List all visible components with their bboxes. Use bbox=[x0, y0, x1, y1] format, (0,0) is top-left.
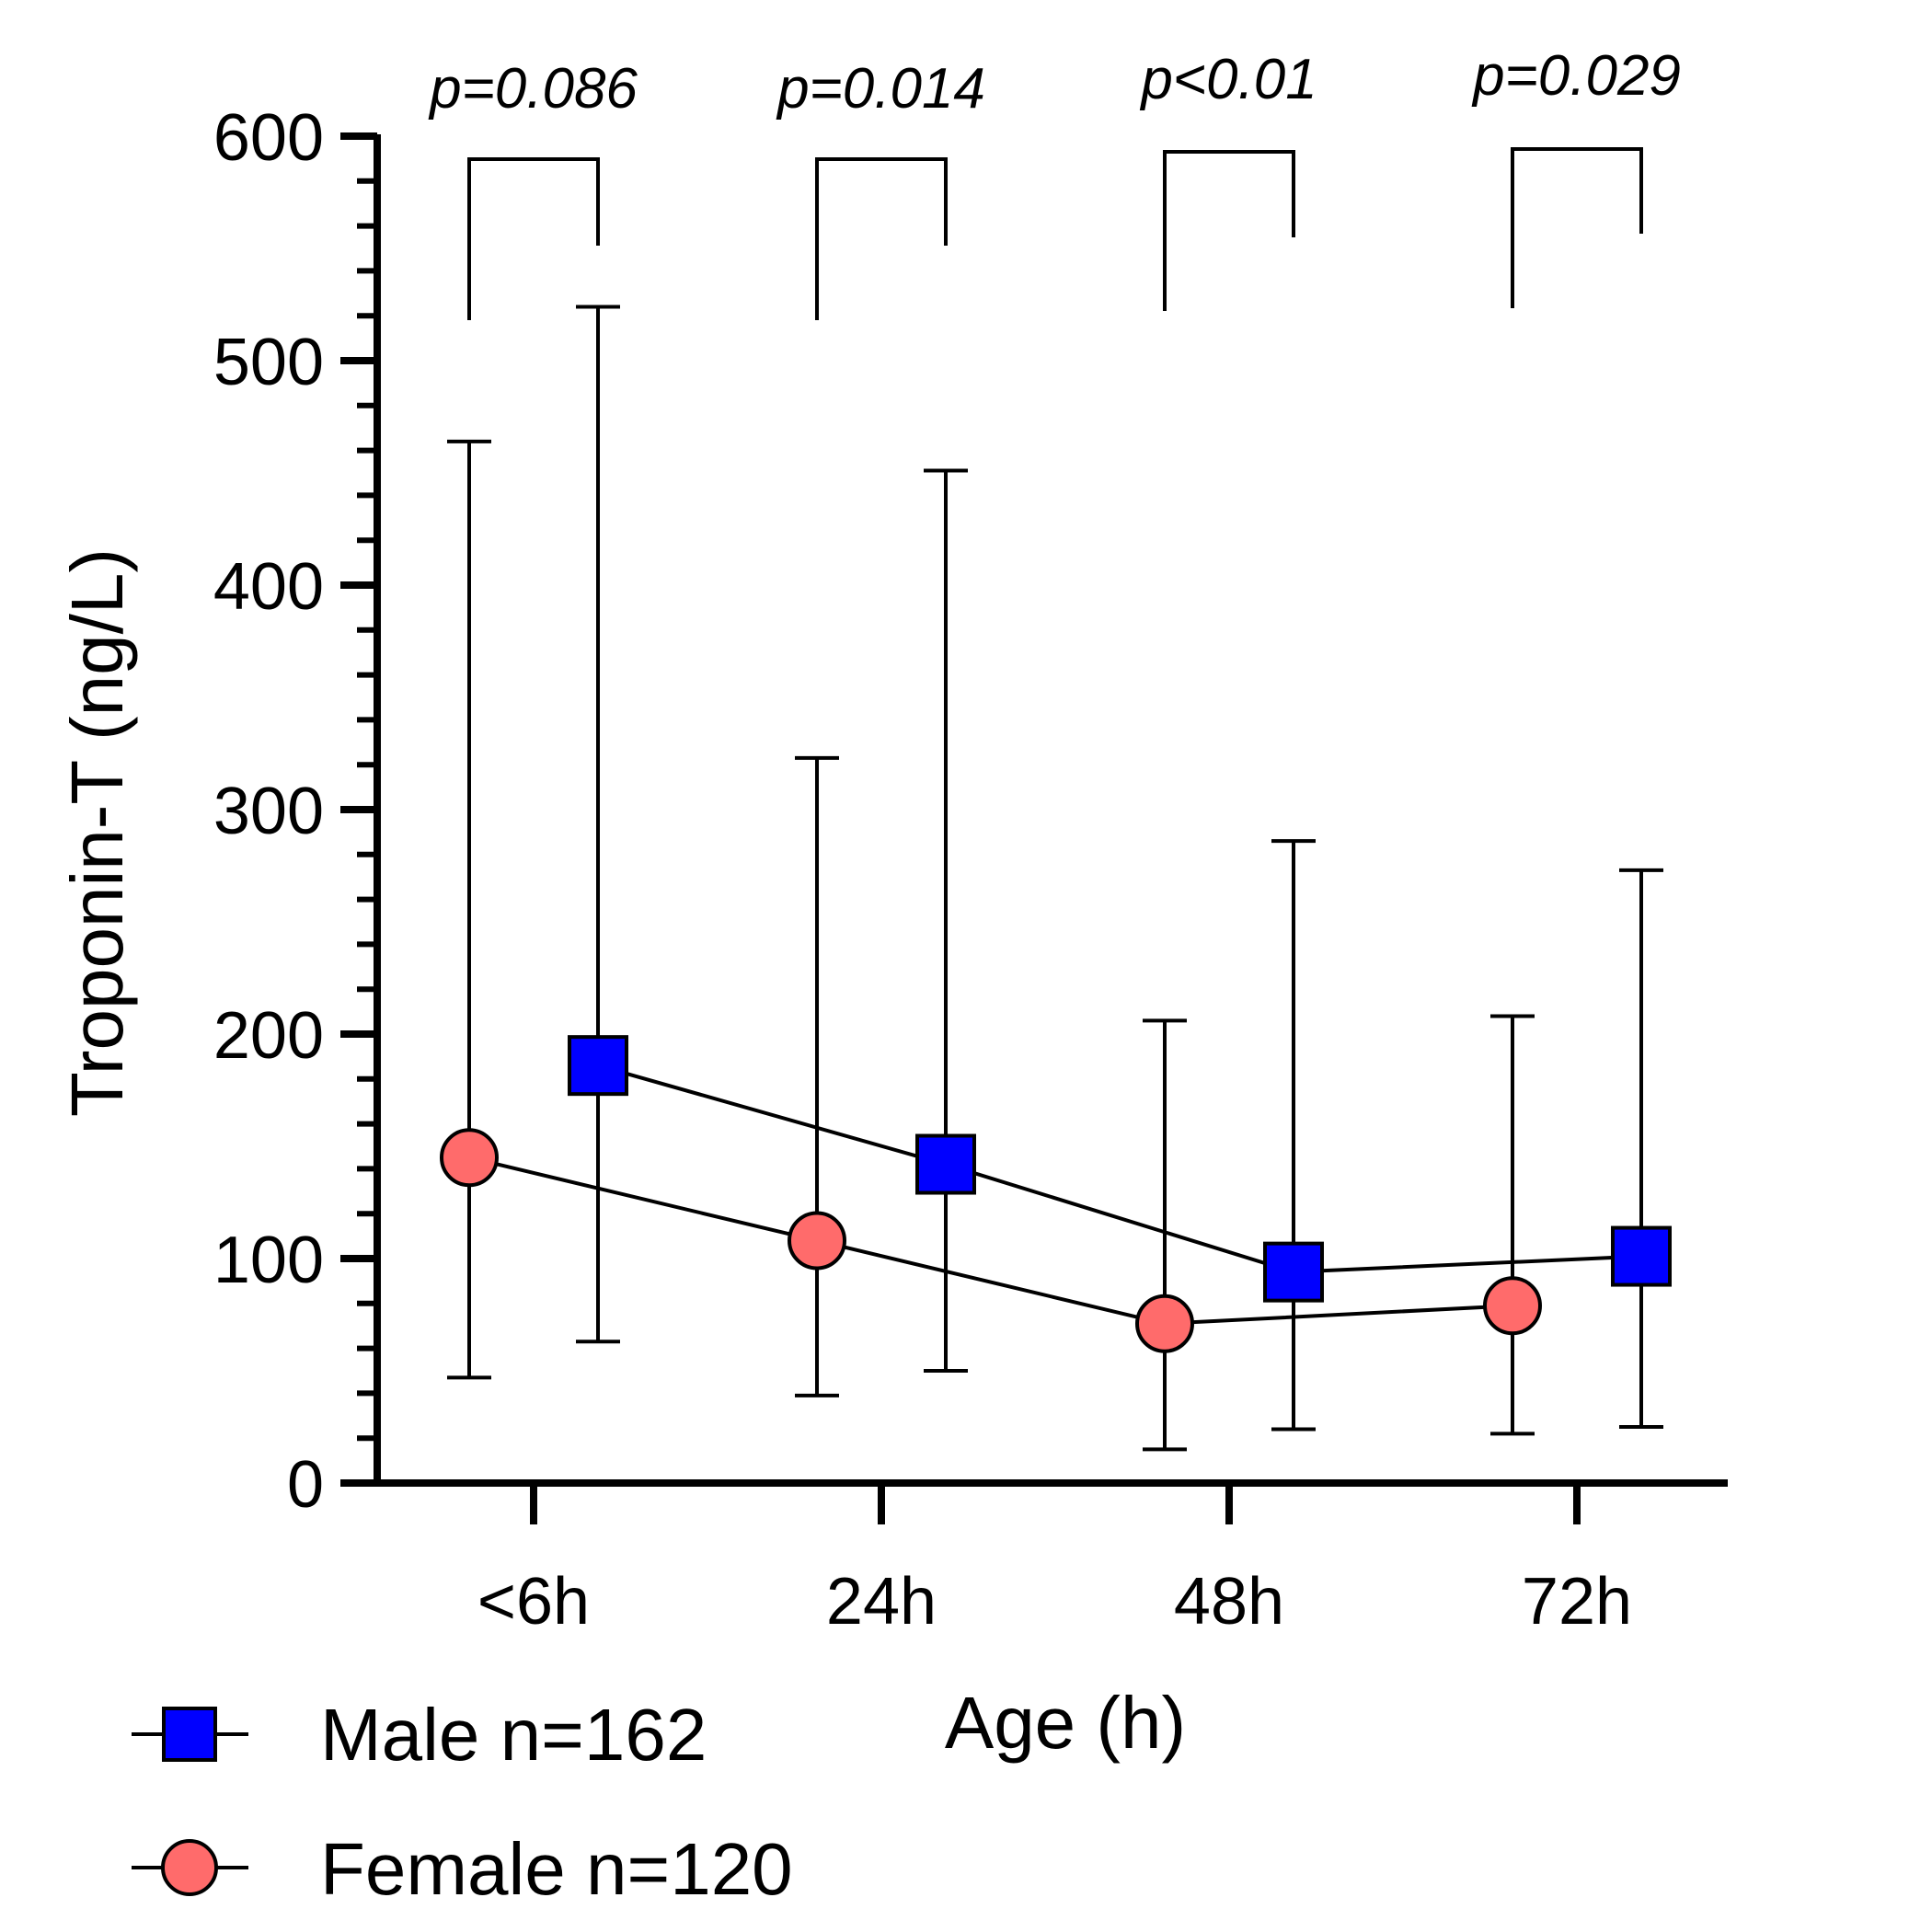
legend-female-marker bbox=[161, 1839, 218, 1896]
x-tick-label: 24h bbox=[826, 1565, 937, 1639]
data-point-male bbox=[1263, 1241, 1324, 1303]
y-tick-label: 200 bbox=[213, 999, 324, 1073]
p-value-label: p=0.086 bbox=[428, 57, 638, 121]
significance-bracket bbox=[1511, 147, 1643, 308]
data-point-female bbox=[788, 1211, 846, 1271]
axes: 0 100 200 300 400 500 600 <6h 24h 48h 72h bbox=[213, 101, 1728, 1639]
significance-bracket bbox=[815, 157, 948, 320]
legend-female-label: Female n=120 bbox=[320, 1828, 793, 1910]
series-female bbox=[440, 439, 1542, 1452]
significance-bracket bbox=[467, 157, 600, 320]
data-point-male bbox=[1611, 1225, 1672, 1287]
series-line bbox=[597, 1064, 1642, 1274]
y-tick-label: 0 bbox=[287, 1448, 324, 1522]
p-value-label: p=0.029 bbox=[1471, 44, 1681, 108]
significance-bracket bbox=[1163, 150, 1295, 311]
data-point-male bbox=[568, 1035, 628, 1097]
y-tick-label: 300 bbox=[213, 775, 324, 848]
legend-male-label: Male n=162 bbox=[320, 1694, 707, 1776]
x-tick-label: 48h bbox=[1174, 1565, 1284, 1639]
data-point-female bbox=[440, 1128, 499, 1188]
p-value-label: p=0.014 bbox=[776, 57, 985, 121]
data-point-female bbox=[1135, 1294, 1194, 1353]
legend-male-marker bbox=[162, 1707, 217, 1762]
y-tick-label: 400 bbox=[213, 550, 324, 624]
significance-brackets: p=0.086 p=0.014 p<0.01 p=0.029 bbox=[428, 44, 1681, 320]
data-point-male bbox=[915, 1133, 976, 1195]
series-male bbox=[568, 305, 1672, 1432]
x-axis-title: Age (h) bbox=[945, 1682, 1186, 1764]
legend-item-female: Female n=120 bbox=[132, 1828, 793, 1910]
y-axis-title: Troponin-T (ng/L) bbox=[56, 548, 138, 1117]
y-tick-label: 600 bbox=[213, 101, 324, 175]
data-point-female bbox=[1483, 1276, 1542, 1336]
legend-item-male: Male n=162 bbox=[132, 1694, 707, 1776]
legend: Male n=162 Female n=120 bbox=[132, 1694, 793, 1910]
y-tick-label: 500 bbox=[213, 326, 324, 399]
series-line bbox=[468, 1156, 1513, 1326]
p-value-label: p<0.01 bbox=[1139, 48, 1317, 111]
x-tick-label: 72h bbox=[1522, 1565, 1632, 1639]
x-tick-label: <6h bbox=[477, 1565, 590, 1639]
y-tick-label: 100 bbox=[213, 1224, 324, 1297]
plot-area bbox=[440, 305, 1672, 1452]
